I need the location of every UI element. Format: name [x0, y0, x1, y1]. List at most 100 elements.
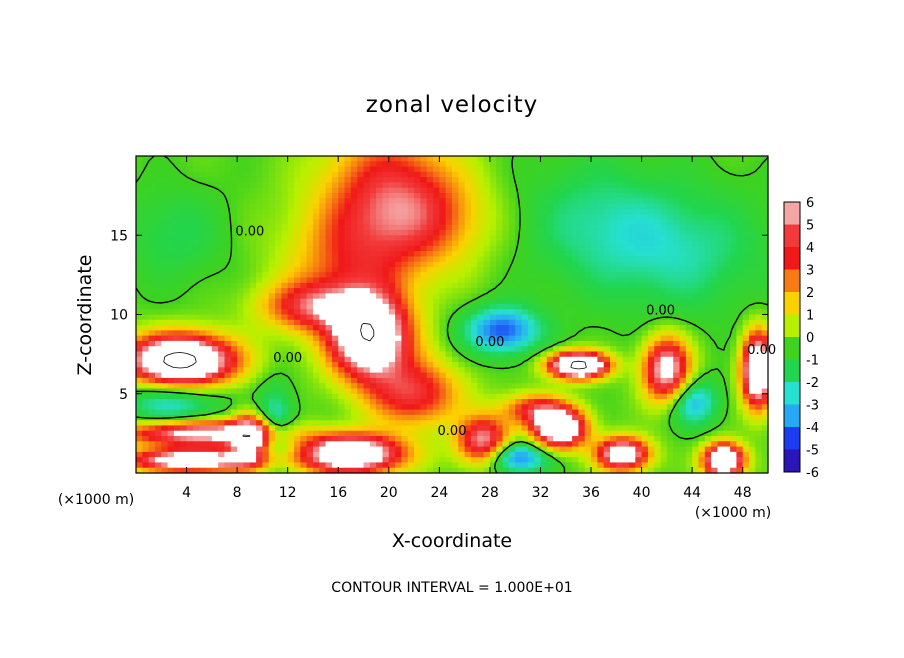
- heatmap-cell: [306, 362, 314, 368]
- heatmap-cell: [148, 303, 156, 310]
- heatmap-cell: [572, 388, 579, 395]
- heatmap-cell: [635, 156, 643, 162]
- heatmap-cell: [148, 404, 156, 411]
- heatmap-cell: [287, 404, 295, 411]
- heatmap-cell: [483, 303, 491, 310]
- heatmap-cell: [736, 166, 744, 173]
- heatmap-cell: [489, 351, 497, 358]
- heatmap-cell: [262, 383, 270, 390]
- heatmap-cell: [243, 367, 251, 374]
- heatmap-cell: [369, 235, 377, 242]
- heatmap-cell: [350, 156, 358, 162]
- heatmap-cell: [300, 325, 308, 331]
- heatmap-cell: [344, 272, 352, 279]
- heatmap-cell: [136, 282, 143, 289]
- heatmap-cell: [161, 409, 169, 416]
- heatmap-cell: [376, 182, 384, 189]
- heatmap-cell: [230, 314, 238, 321]
- heatmap-cell: [628, 229, 636, 236]
- heatmap-cell: [673, 388, 681, 395]
- heatmap-cell: [230, 171, 238, 178]
- heatmap-cell: [243, 208, 251, 215]
- heatmap-cell: [312, 383, 320, 390]
- heatmap-cell: [414, 399, 421, 405]
- heatmap-cell: [723, 203, 731, 210]
- heatmap-cell: [654, 319, 662, 326]
- heatmap-cell: [312, 335, 320, 342]
- heatmap-cell: [180, 192, 188, 199]
- heatmap-cell: [287, 288, 295, 294]
- heatmap-cell: [452, 399, 459, 405]
- heatmap-cell: [224, 272, 232, 279]
- heatmap-cell: [205, 356, 213, 363]
- heatmap-cell: [565, 356, 573, 363]
- heatmap-cell: [319, 282, 327, 289]
- heatmap-cell: [717, 393, 725, 400]
- heatmap-cell: [730, 288, 737, 294]
- heatmap-cell: [180, 303, 188, 310]
- heatmap-cell: [559, 187, 567, 194]
- heatmap-cell: [685, 367, 693, 374]
- heatmap-cell: [666, 208, 674, 215]
- heatmap-cell: [218, 277, 226, 284]
- heatmap-cell: [256, 404, 263, 411]
- heatmap-cell: [489, 156, 497, 162]
- heatmap-cell: [161, 277, 169, 284]
- heatmap-cell: [597, 346, 605, 353]
- heatmap-cell: [256, 414, 263, 421]
- heatmap-cell: [534, 409, 542, 416]
- heatmap-cell: [597, 187, 605, 194]
- heatmap-cell: [464, 208, 472, 215]
- heatmap-cell: [331, 161, 339, 168]
- heatmap-cell: [698, 404, 706, 411]
- heatmap-cell: [287, 182, 295, 189]
- heatmap-cell: [616, 404, 624, 411]
- heatmap-cell: [534, 414, 542, 421]
- heatmap-cell: [591, 261, 598, 268]
- heatmap-cell: [167, 166, 175, 173]
- heatmap-cell: [344, 414, 352, 421]
- heatmap-cell: [350, 240, 358, 247]
- heatmap-cell: [230, 346, 238, 353]
- heatmap-cell: [192, 171, 200, 178]
- heatmap-cell: [679, 330, 687, 337]
- heatmap-cell: [603, 240, 611, 247]
- heatmap-cell: [382, 293, 390, 300]
- heatmap-cell: [142, 335, 150, 342]
- heatmap-cell: [521, 272, 529, 279]
- heatmap-cell: [148, 356, 156, 363]
- heatmap-cell: [647, 214, 655, 220]
- heatmap-cell: [641, 314, 649, 321]
- heatmap-cell: [477, 156, 485, 162]
- heatmap-cell: [635, 208, 643, 215]
- heatmap-cell: [742, 409, 750, 416]
- heatmap-cell: [565, 187, 573, 194]
- heatmap-cell: [666, 251, 674, 257]
- heatmap-cell: [420, 383, 428, 390]
- heatmap-cell: [711, 208, 719, 215]
- heatmap-cell: [445, 214, 453, 220]
- heatmap-cell: [357, 219, 365, 226]
- heatmap-cell: [685, 224, 693, 231]
- heatmap-cell: [167, 330, 175, 337]
- heatmap-cell: [521, 414, 529, 421]
- heatmap-cell: [521, 404, 529, 411]
- heatmap-cell: [704, 303, 712, 310]
- heatmap-cell: [426, 266, 434, 273]
- heatmap-cell: [161, 208, 169, 215]
- heatmap-cell: [641, 383, 649, 390]
- heatmap-cell: [439, 399, 447, 405]
- heatmap-cell: [527, 377, 535, 384]
- heatmap-cell: [420, 203, 428, 210]
- heatmap-cell: [521, 235, 529, 242]
- heatmap-cell: [647, 298, 655, 305]
- heatmap-cell: [350, 171, 358, 178]
- heatmap-cell: [376, 356, 384, 363]
- heatmap-cell: [230, 198, 238, 205]
- heatmap-cell: [376, 303, 384, 310]
- heatmap-cell: [173, 208, 181, 215]
- heatmap-cell: [154, 224, 162, 231]
- heatmap-cell: [136, 171, 143, 178]
- heatmap-cell: [218, 340, 226, 347]
- heatmap-cell: [723, 383, 731, 390]
